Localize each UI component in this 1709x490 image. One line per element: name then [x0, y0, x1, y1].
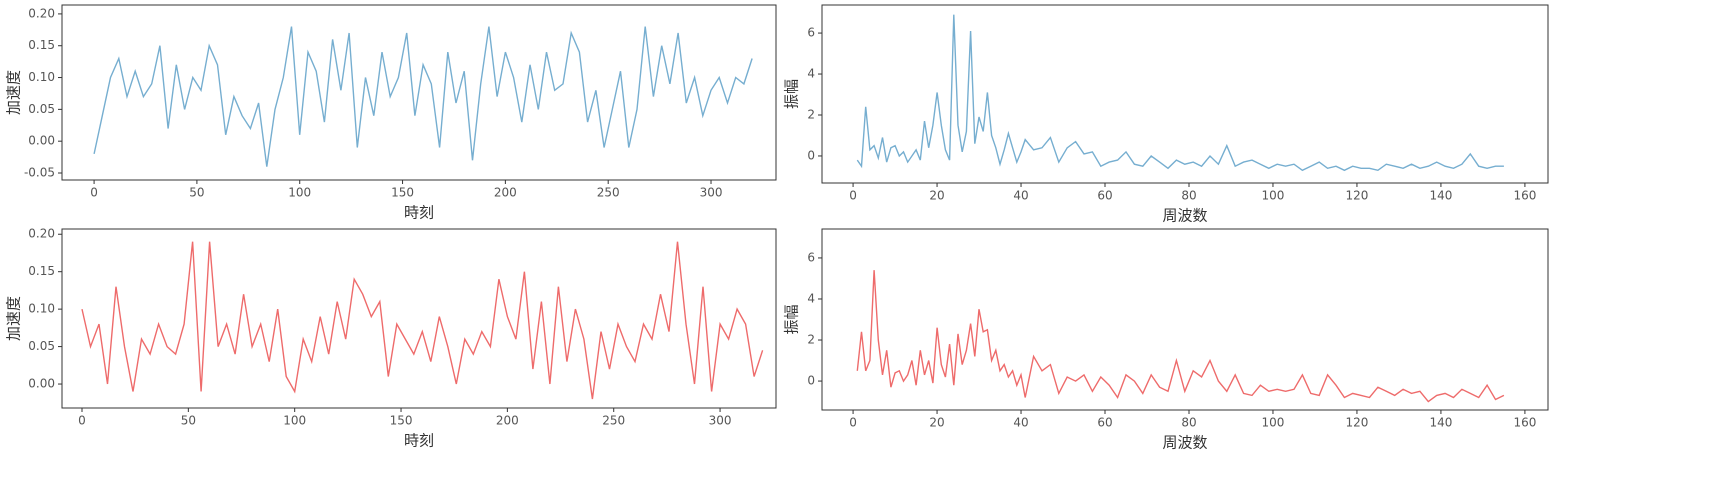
x-tick-label: 0: [849, 189, 857, 203]
plot-frame: [61, 228, 777, 409]
x-tick-label: 100: [1262, 189, 1285, 203]
x-tick-label: 160: [1513, 189, 1536, 203]
y-axis-label: 振幅: [783, 304, 801, 334]
x-tick-label: 0: [78, 414, 86, 428]
y-tick-label: 2: [807, 333, 815, 347]
y-tick-label: 0.00: [28, 377, 55, 391]
x-axis-label: 周波数: [1162, 207, 1207, 225]
y-tick-label: 0: [807, 148, 815, 162]
plot-frame: [61, 4, 777, 181]
x-tick-label: 160: [1513, 416, 1536, 430]
subplot: 0 20 40 60 80 100 120 140 160 0 2 4 6 周波数 振幅: [783, 4, 1549, 225]
plot-frame: [821, 4, 1549, 184]
y-tick-label: 0.10: [28, 70, 55, 84]
y-tick-label: 0.05: [28, 102, 55, 116]
subplot: 0 20 40 60 80 100 120 140 160 0 2 4 6 周波数 振幅: [783, 228, 1549, 452]
data-line: [856, 14, 1504, 172]
x-tick-label: 200: [496, 414, 519, 428]
x-tick-label: 20: [929, 416, 944, 430]
x-axis-label: 周波数: [1162, 434, 1207, 452]
x-tick-label: 100: [283, 414, 306, 428]
x-tick-label: 200: [494, 186, 517, 200]
x-tick-label: 140: [1429, 416, 1452, 430]
y-axis-label: 加速度: [5, 70, 23, 115]
y-tick-label: 6: [807, 250, 815, 264]
x-tick-label: 100: [288, 186, 311, 200]
subplot: 0 50 100 150 200 250 300 0.00 0.05 0.10 0.15 0.20 時刻…: [5, 227, 777, 450]
y-tick-label: 2: [807, 107, 815, 121]
x-tick-label: 0: [849, 416, 857, 430]
y-tick-label: 0.20: [28, 227, 55, 241]
x-tick-label: 120: [1345, 189, 1368, 203]
y-tick-label: 0.15: [28, 264, 55, 278]
y-tick-label: -0.05: [24, 166, 55, 180]
x-tick-label: 40: [1013, 189, 1028, 203]
x-tick-label: 40: [1013, 416, 1028, 430]
x-axis-label: 時刻: [404, 432, 434, 450]
data-line: [93, 26, 753, 167]
x-tick-label: 80: [1181, 416, 1196, 430]
x-tick-label: 60: [1097, 416, 1112, 430]
x-tick-label: 50: [181, 414, 196, 428]
x-tick-label: 150: [391, 186, 414, 200]
x-tick-label: 250: [597, 186, 620, 200]
y-axis-label: 加速度: [5, 296, 23, 341]
x-tick-label: 50: [189, 186, 204, 200]
x-tick-label: 140: [1429, 189, 1452, 203]
y-tick-label: 0.20: [28, 6, 55, 20]
x-tick-label: 80: [1181, 189, 1196, 203]
x-tick-label: 60: [1097, 189, 1112, 203]
y-tick-label: 6: [807, 26, 815, 40]
data-line: [856, 270, 1505, 403]
x-tick-label: 150: [390, 414, 413, 428]
subplot: 0 50 100 150 200 250 300 -0.05 0.00 0.05 0.10 0.15 0…: [5, 4, 777, 222]
y-axis-label: 振幅: [783, 79, 801, 109]
data-line: [81, 241, 764, 400]
y-tick-label: 4: [807, 291, 815, 305]
y-tick-label: 0.05: [28, 339, 55, 353]
y-tick-label: 0: [807, 374, 815, 388]
plot-frame: [821, 228, 1549, 411]
x-tick-label: 100: [1262, 416, 1285, 430]
x-tick-label: 300: [700, 186, 723, 200]
x-tick-label: 0: [90, 186, 98, 200]
x-tick-label: 120: [1345, 416, 1368, 430]
y-tick-label: 4: [807, 67, 815, 81]
x-tick-label: 300: [709, 414, 732, 428]
x-tick-label: 250: [602, 414, 625, 428]
y-tick-label: 0.15: [28, 38, 55, 52]
x-tick-label: 20: [929, 189, 944, 203]
y-tick-label: 0.00: [28, 134, 55, 148]
x-axis-label: 時刻: [404, 204, 434, 222]
y-tick-label: 0.10: [28, 302, 55, 316]
